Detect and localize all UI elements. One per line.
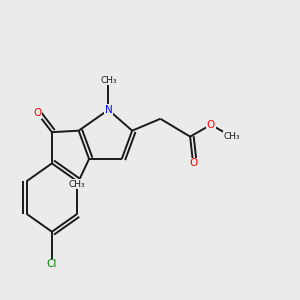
Text: Cl: Cl — [47, 260, 57, 269]
Text: O: O — [207, 120, 215, 130]
Text: O: O — [33, 108, 41, 118]
Text: N: N — [104, 105, 112, 115]
Text: O: O — [189, 158, 197, 168]
Text: CH₃: CH₃ — [69, 180, 85, 189]
Text: CH₃: CH₃ — [224, 132, 240, 141]
Text: CH₃: CH₃ — [100, 76, 117, 85]
